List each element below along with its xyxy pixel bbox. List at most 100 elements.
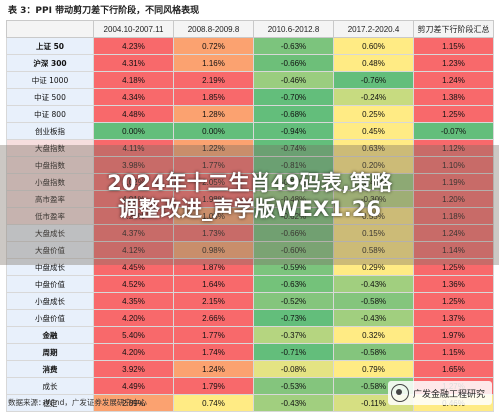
row-label: 大盘成长 — [6, 224, 94, 242]
value-cell: 1.24% — [173, 360, 254, 378]
value-cell: 0.74% — [173, 394, 254, 412]
value-cell: 1.23% — [413, 54, 494, 72]
value-cell: -0.63% — [253, 37, 334, 55]
value-cell: -0.62% — [253, 207, 334, 225]
value-cell: 0.25% — [333, 105, 414, 123]
value-cell: 0.72% — [173, 37, 254, 55]
value-cell: -0.68% — [253, 105, 334, 123]
value-cell: 5.40% — [93, 326, 174, 344]
value-cell: 0.60% — [333, 37, 414, 55]
value-cell: 4.02% — [93, 173, 174, 191]
value-cell: -0.43% — [333, 309, 414, 327]
table-header-row: 2004.10-2007.11 2008.8-2009.8 2010.6-201… — [6, 20, 494, 38]
value-cell: -0.07% — [413, 122, 494, 140]
value-cell: 2.66% — [173, 309, 254, 327]
value-cell: -0.08% — [253, 360, 334, 378]
value-cell: 4.20% — [93, 343, 174, 361]
table-body: 上证 50 4.23% 0.72% -0.63% 0.60% 1.15% 沪深 300 4.3… — [6, 37, 494, 412]
value-cell: 1.15% — [413, 37, 494, 55]
row-label: 小盘成长 — [6, 292, 94, 310]
value-cell: -0.58% — [333, 343, 414, 361]
value-cell: 1.24% — [413, 224, 494, 242]
value-cell: 4.18% — [93, 71, 174, 89]
value-cell: 1.65% — [413, 360, 494, 378]
table-row: 大盘指数 4.11% 1.22% -0.74% 0.63% 1.12% — [6, 139, 494, 157]
row-label: 金融 — [6, 326, 94, 344]
table-row: 上证 50 4.23% 0.72% -0.63% 0.60% 1.15% — [6, 37, 494, 55]
row-label: 消费 — [6, 360, 94, 378]
value-cell: 1.77% — [173, 156, 254, 174]
header-corner — [6, 20, 94, 38]
value-cell: 4.20% — [93, 207, 174, 225]
value-cell: 4.48% — [93, 105, 174, 123]
style-performance-table: 2004.10-2007.11 2008.8-2009.8 2010.6-201… — [6, 20, 494, 412]
value-cell: 1.77% — [173, 326, 254, 344]
value-cell: -0.73% — [253, 309, 334, 327]
table-row: 周期 4.20% 1.74% -0.71% -0.58% 1.15% — [6, 343, 494, 361]
row-label: 中证 500 — [6, 88, 94, 106]
row-label: 大盘指数 — [6, 139, 94, 157]
value-cell: 4.31% — [93, 54, 174, 72]
table-row: 小盘指数 4.02% 2.05% -0.52% -0.45% 1.19% — [6, 173, 494, 191]
value-cell: -0.52% — [253, 292, 334, 310]
value-cell: -0.71% — [253, 343, 334, 361]
value-cell: 1.85% — [173, 88, 254, 106]
value-cell: 4.34% — [93, 88, 174, 106]
table-caption: 表 3：PPI 带动剪刀差下行阶段，不同风格表现 — [8, 6, 200, 16]
table-row: 中证 1000 4.18% 2.19% -0.46% -0.76% 1.24% — [6, 71, 494, 89]
row-label: 周期 — [6, 343, 94, 361]
table-row: 低市盈率 4.20% 1.05% -0.62% 0.55% 1.18% — [6, 207, 494, 225]
value-cell: 0.45% — [333, 122, 414, 140]
row-label: 高市盈率 — [6, 190, 94, 208]
value-cell: 1.64% — [173, 275, 254, 293]
value-cell: 4.12% — [93, 241, 174, 259]
value-cell: -0.94% — [253, 122, 334, 140]
value-cell: -0.63% — [253, 275, 334, 293]
value-cell: 1.25% — [413, 292, 494, 310]
value-cell: 2.19% — [173, 71, 254, 89]
value-cell: -0.46% — [253, 71, 334, 89]
value-cell: 1.73% — [173, 224, 254, 242]
value-cell: 0.98% — [173, 241, 254, 259]
row-label: 中盘成长 — [6, 258, 94, 276]
overlay-title: 2024年十二生肖49码表,策略 调整改进_声学版WEX1.26 — [0, 170, 499, 222]
watermark-logo: 广发金融工程研究 — [388, 381, 492, 405]
value-cell: 1.12% — [413, 139, 494, 157]
value-cell: 0.00% — [173, 122, 254, 140]
table-row: 金融 5.40% 1.77% -0.37% 0.32% 1.97% — [6, 326, 494, 344]
value-cell: 3.92% — [93, 360, 174, 378]
table-row: 中证 500 4.34% 1.85% -0.70% -0.24% 1.38% — [6, 88, 494, 106]
value-cell: -0.66% — [253, 224, 334, 242]
row-label: 创业板指 — [6, 122, 94, 140]
value-cell: 1.05% — [173, 207, 254, 225]
value-cell: -0.66% — [253, 54, 334, 72]
table-row: 中盘价值 4.52% 1.64% -0.63% -0.43% 1.36% — [6, 275, 494, 293]
value-cell: 1.36% — [413, 275, 494, 293]
value-cell: 4.49% — [93, 377, 174, 395]
value-cell: 1.28% — [173, 105, 254, 123]
value-cell: 1.18% — [413, 207, 494, 225]
value-cell: -0.24% — [333, 88, 414, 106]
value-cell: 1.15% — [413, 343, 494, 361]
table-row: 中盘指数 3.98% 1.77% -0.81% 0.20% 1.10% — [6, 156, 494, 174]
value-cell: 1.79% — [173, 377, 254, 395]
value-cell: -0.43% — [253, 394, 334, 412]
value-cell: 1.74% — [173, 343, 254, 361]
value-cell: 0.79% — [333, 360, 414, 378]
value-cell: -0.58% — [333, 292, 414, 310]
watermark-text: 广发金融工程研究 — [413, 389, 486, 400]
header-period-3: 2010.6-2012.8 — [253, 20, 334, 38]
value-cell: 1.25% — [413, 258, 494, 276]
table-row: 沪深 300 4.31% 1.16% -0.66% 0.48% 1.23% — [6, 54, 494, 72]
value-cell: 0.00% — [93, 122, 174, 140]
data-source-note: 数据来源：Wind，广发证券发展研究中心 — [8, 398, 147, 407]
header-period-4: 2017.2-2020.4 — [333, 20, 414, 38]
table-row: 消费 3.92% 1.24% -0.08% 0.79% 1.65% — [6, 360, 494, 378]
value-cell: 1.97% — [413, 326, 494, 344]
value-cell: -0.53% — [253, 377, 334, 395]
table-row: 创业板指 0.00% 0.00% -0.94% 0.45% -0.07% — [6, 122, 494, 140]
row-label: 上证 50 — [6, 37, 94, 55]
wechat-logo-icon — [391, 384, 409, 402]
value-cell: -0.52% — [253, 173, 334, 191]
value-cell: 2.15% — [173, 292, 254, 310]
